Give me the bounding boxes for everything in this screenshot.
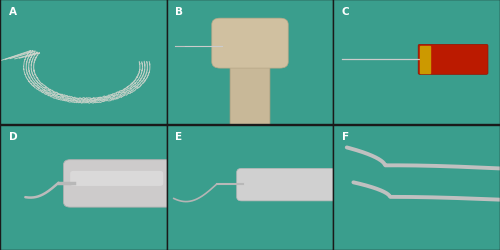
Bar (420, 46, 430, 74)
Text: D: D (8, 132, 18, 141)
Text: E: E (176, 132, 182, 141)
FancyBboxPatch shape (236, 169, 338, 201)
FancyBboxPatch shape (418, 45, 488, 75)
FancyBboxPatch shape (64, 160, 173, 207)
Text: C: C (342, 7, 349, 16)
Text: B: B (176, 7, 183, 16)
FancyBboxPatch shape (70, 171, 163, 186)
Text: A: A (8, 7, 16, 16)
FancyBboxPatch shape (230, 60, 270, 127)
Bar (234, 56, 266, 66)
FancyBboxPatch shape (212, 19, 288, 69)
Text: F: F (342, 132, 349, 141)
